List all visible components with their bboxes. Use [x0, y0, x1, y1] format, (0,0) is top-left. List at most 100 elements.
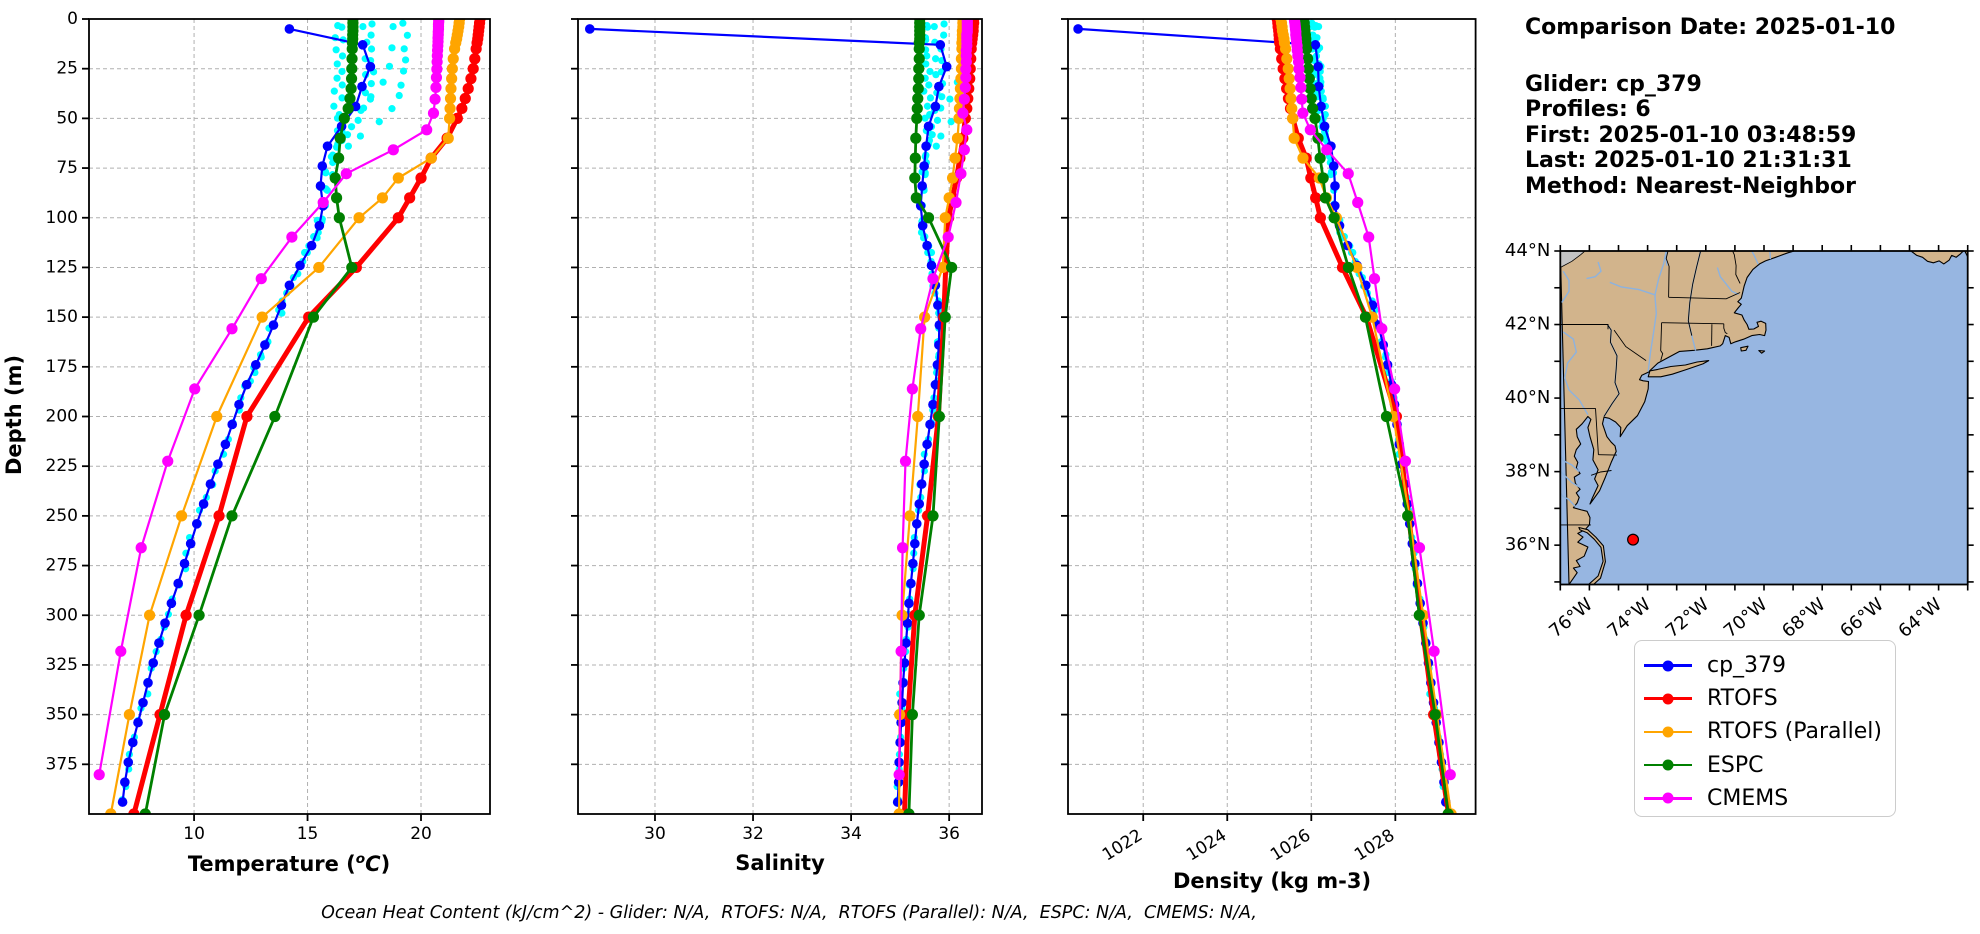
svg-text:30: 30	[644, 824, 666, 844]
map-state-border-14	[1687, 251, 1702, 336]
map-river-10	[1751, 251, 1759, 265]
svg-text:325: 325	[46, 655, 78, 675]
svg-text:76°W: 76°W	[1545, 594, 1597, 642]
legend-line-sample	[1644, 792, 1692, 804]
map-land-0	[1560, 251, 1795, 585]
method-text: Method: Nearest-Neighbor	[1525, 173, 1856, 199]
map-state-border-11	[1668, 292, 1741, 300]
series-ESPC-temperature	[139, 19, 359, 814]
scatter-glider-raw-profiles	[118, 19, 411, 804]
depth-axis-label: Depth (m)	[2, 354, 26, 476]
legend-item-ESPC: ESPC	[1644, 749, 1895, 782]
svg-text:74°W: 74°W	[1603, 594, 1655, 642]
legend-marker-dot	[1662, 693, 1674, 705]
svg-text:125: 125	[46, 257, 78, 277]
series-CMEMS-temperature	[93, 19, 445, 781]
series-ESPC-density	[1298, 19, 1454, 814]
svg-text:38°N: 38°N	[1505, 461, 1550, 482]
panel-map: 76°W 74°W 72°W 70°W 68°W 66°W 64°W 36°N 38°N 40°N…	[1505, 240, 1974, 642]
legend-item-RTOFS: RTOFS	[1644, 682, 1895, 715]
series-cp_379-temperature	[117, 24, 376, 807]
map-state-border-7	[1660, 322, 1664, 361]
legend-label: CMEMS	[1707, 785, 1789, 811]
salinity-axis-label: Salinity	[735, 851, 825, 875]
map-river-8	[1716, 267, 1739, 296]
info-block: Comparison Date: 2025-01-10 Glider: cp_3…	[1525, 15, 1895, 199]
temperature-axis-label-unit: C	[365, 852, 381, 876]
svg-text:64°W: 64°W	[1894, 594, 1946, 642]
svg-text:375: 375	[46, 754, 78, 774]
svg-text:350: 350	[46, 705, 78, 725]
map-lake-0	[1560, 251, 1586, 268]
legend-label: cp_379	[1707, 653, 1787, 679]
map-state-border-10	[1723, 323, 1728, 335]
series-ESPC-salinity	[903, 19, 958, 814]
map-area	[1560, 251, 1968, 585]
legend-line-sample	[1644, 693, 1692, 705]
map-state-border-2	[1595, 408, 1599, 455]
panel-temperature: 10 15 200255075100125150175200225250275300…	[46, 9, 491, 844]
legend-label: RTOFS (Parallel)	[1707, 719, 1882, 745]
ocean-heat-content-note: Ocean Heat Content (kJ/cm^2) - Glider: N…	[321, 903, 1257, 923]
map-river-13	[1664, 251, 1668, 266]
svg-text:34: 34	[840, 824, 862, 844]
map-river-9	[1769, 251, 1772, 260]
series-RTOFS-(Parallel)-temperature	[105, 19, 466, 814]
svg-text:70°W: 70°W	[1720, 594, 1772, 642]
legend-marker-dot	[1662, 792, 1674, 804]
first-profile-time-text: First: 2025-01-10 03:48:59	[1525, 122, 1857, 148]
svg-text:32: 32	[742, 824, 764, 844]
map-river-4	[1562, 331, 1589, 415]
svg-text:15: 15	[297, 824, 319, 844]
temperature-axis-label-suffix: )	[380, 852, 391, 876]
glider-location-marker	[1627, 533, 1640, 546]
temperature-axis-label-prefix: Temperature (	[187, 852, 356, 876]
series-CMEMS-salinity	[893, 19, 973, 781]
svg-text:150: 150	[46, 307, 78, 327]
panel-density: 1022 1024 1026 1028	[1061, 18, 1477, 865]
map-river-0	[1647, 251, 1667, 372]
grid-density	[1068, 18, 1476, 814]
svg-text:200: 200	[46, 407, 78, 427]
svg-text:175: 175	[46, 357, 78, 377]
map-river-1	[1609, 281, 1656, 296]
legend-item-RTOFS-(Parallel): RTOFS (Parallel)	[1644, 715, 1895, 748]
svg-text:36°N: 36°N	[1505, 534, 1550, 555]
legend-item-cp_379: cp_379	[1644, 649, 1895, 682]
svg-text:36: 36	[938, 824, 960, 844]
map-land-4	[1758, 350, 1766, 354]
last-profile-time-text: Last: 2025-01-10 21:31:31	[1525, 148, 1852, 174]
legend-line-sample	[1644, 759, 1692, 771]
svg-text:20: 20	[410, 824, 432, 844]
map-state-border-5	[1560, 324, 1609, 330]
svg-text:72°W: 72°W	[1662, 594, 1714, 642]
map-land-3	[1740, 345, 1749, 352]
svg-text:66°W: 66°W	[1836, 594, 1888, 642]
svg-text:40°N: 40°N	[1505, 387, 1550, 408]
map-state-border-6	[1613, 329, 1647, 361]
series-cp_379-salinity	[584, 24, 952, 807]
panel-salinity: 30 32 34 36	[571, 18, 983, 844]
svg-text:300: 300	[46, 605, 78, 625]
svg-text:0: 0	[67, 9, 78, 29]
data-area-density	[1073, 19, 1457, 814]
svg-text:44°N: 44°N	[1505, 240, 1550, 261]
legend-marker-dot	[1662, 660, 1674, 672]
map-state-border-12	[1665, 251, 1670, 298]
legend-marker-dot	[1662, 759, 1674, 771]
svg-text:275: 275	[46, 556, 78, 576]
map-river-11	[1561, 270, 1570, 303]
map-river-12	[1586, 261, 1602, 280]
comparison-date-text: Comparison Date: 2025-01-10	[1525, 15, 1896, 40]
ticks-temperature: 10 15 200255075100125150175200225250275300…	[46, 9, 432, 844]
legend-line-sample	[1644, 726, 1692, 738]
map-river-6	[1560, 470, 1582, 489]
legend-marker-dot	[1662, 726, 1674, 738]
info-gap	[1525, 40, 1895, 72]
ticks-density: 1022 1024 1026 1028	[1061, 18, 1398, 865]
map-river-5	[1560, 454, 1580, 473]
svg-text:1026: 1026	[1267, 825, 1314, 865]
map-land-1	[1578, 526, 1606, 585]
